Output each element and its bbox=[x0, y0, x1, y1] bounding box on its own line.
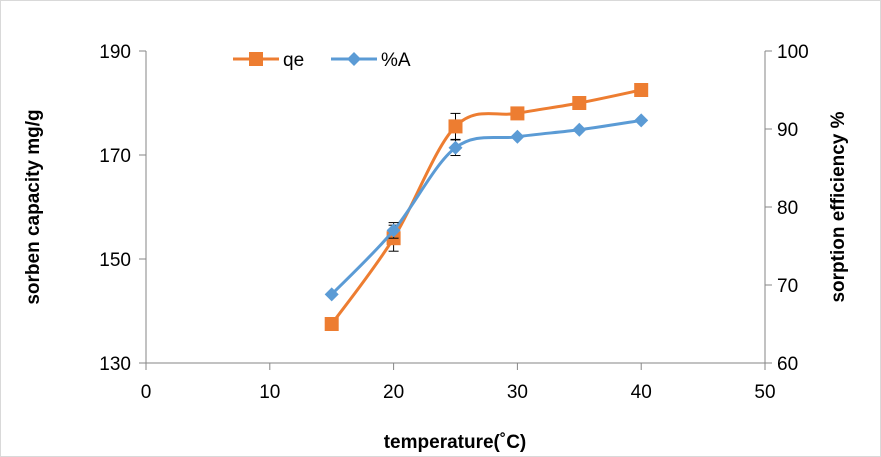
point-pctA-25 bbox=[448, 140, 463, 155]
point-qe-40 bbox=[634, 83, 649, 97]
x-tick-label-50: 50 bbox=[754, 382, 775, 403]
y2-tick-label-100: 100 bbox=[777, 42, 809, 63]
point-pctA-30 bbox=[510, 129, 525, 144]
point-qe-35 bbox=[572, 96, 587, 110]
x-tick-label-0: 0 bbox=[141, 382, 152, 403]
y-axis-title: sorben capacity mg/g bbox=[23, 109, 44, 304]
point-pctA-40 bbox=[634, 113, 649, 128]
series-line-qe bbox=[330, 88, 642, 325]
y2-tick-label-90: 90 bbox=[777, 120, 798, 141]
y-ticks: 130 150 170 190 bbox=[99, 42, 146, 375]
x-axis-title: temperature(˚C) bbox=[384, 432, 527, 453]
y-tick-label-170: 170 bbox=[99, 146, 131, 167]
y2-tick-label-80: 80 bbox=[777, 198, 798, 219]
legend-marker-qe bbox=[249, 52, 263, 66]
x-tick-label-20: 20 bbox=[383, 382, 404, 403]
series-layer bbox=[324, 83, 649, 331]
series-line-pctA bbox=[330, 118, 642, 296]
point-pctA-20 bbox=[386, 223, 401, 238]
point-qe-30 bbox=[510, 106, 525, 121]
x-tick-label-30: 30 bbox=[507, 382, 528, 403]
y2-ticks: 60 70 80 90 100 bbox=[765, 42, 809, 375]
y-tick-label-190: 190 bbox=[99, 42, 131, 63]
axes bbox=[145, 51, 766, 364]
y2-axis-title: sorption efficiency % bbox=[828, 111, 849, 302]
legend-item-qe: qe bbox=[233, 50, 304, 71]
legend-item-pctA: %A bbox=[331, 50, 411, 71]
x-tick-label-10: 10 bbox=[259, 382, 280, 403]
x-ticks: 0 10 20 30 40 50 bbox=[141, 363, 776, 403]
legend-marker-pctA bbox=[347, 52, 361, 66]
legend-label-pctA: %A bbox=[381, 50, 411, 71]
point-qe-25 bbox=[448, 119, 463, 134]
y-tick-label-130: 130 bbox=[99, 354, 131, 375]
point-qe-15 bbox=[324, 317, 339, 331]
y2-tick-label-70: 70 bbox=[777, 276, 798, 297]
legend-label-qe: qe bbox=[283, 50, 304, 71]
y-tick-label-150: 150 bbox=[99, 250, 131, 271]
point-pctA-35 bbox=[572, 122, 587, 137]
x-tick-label-40: 40 bbox=[631, 382, 652, 403]
legend: qe %A bbox=[233, 50, 411, 71]
point-pctA-15 bbox=[324, 287, 339, 302]
y2-tick-label-60: 60 bbox=[777, 354, 798, 375]
